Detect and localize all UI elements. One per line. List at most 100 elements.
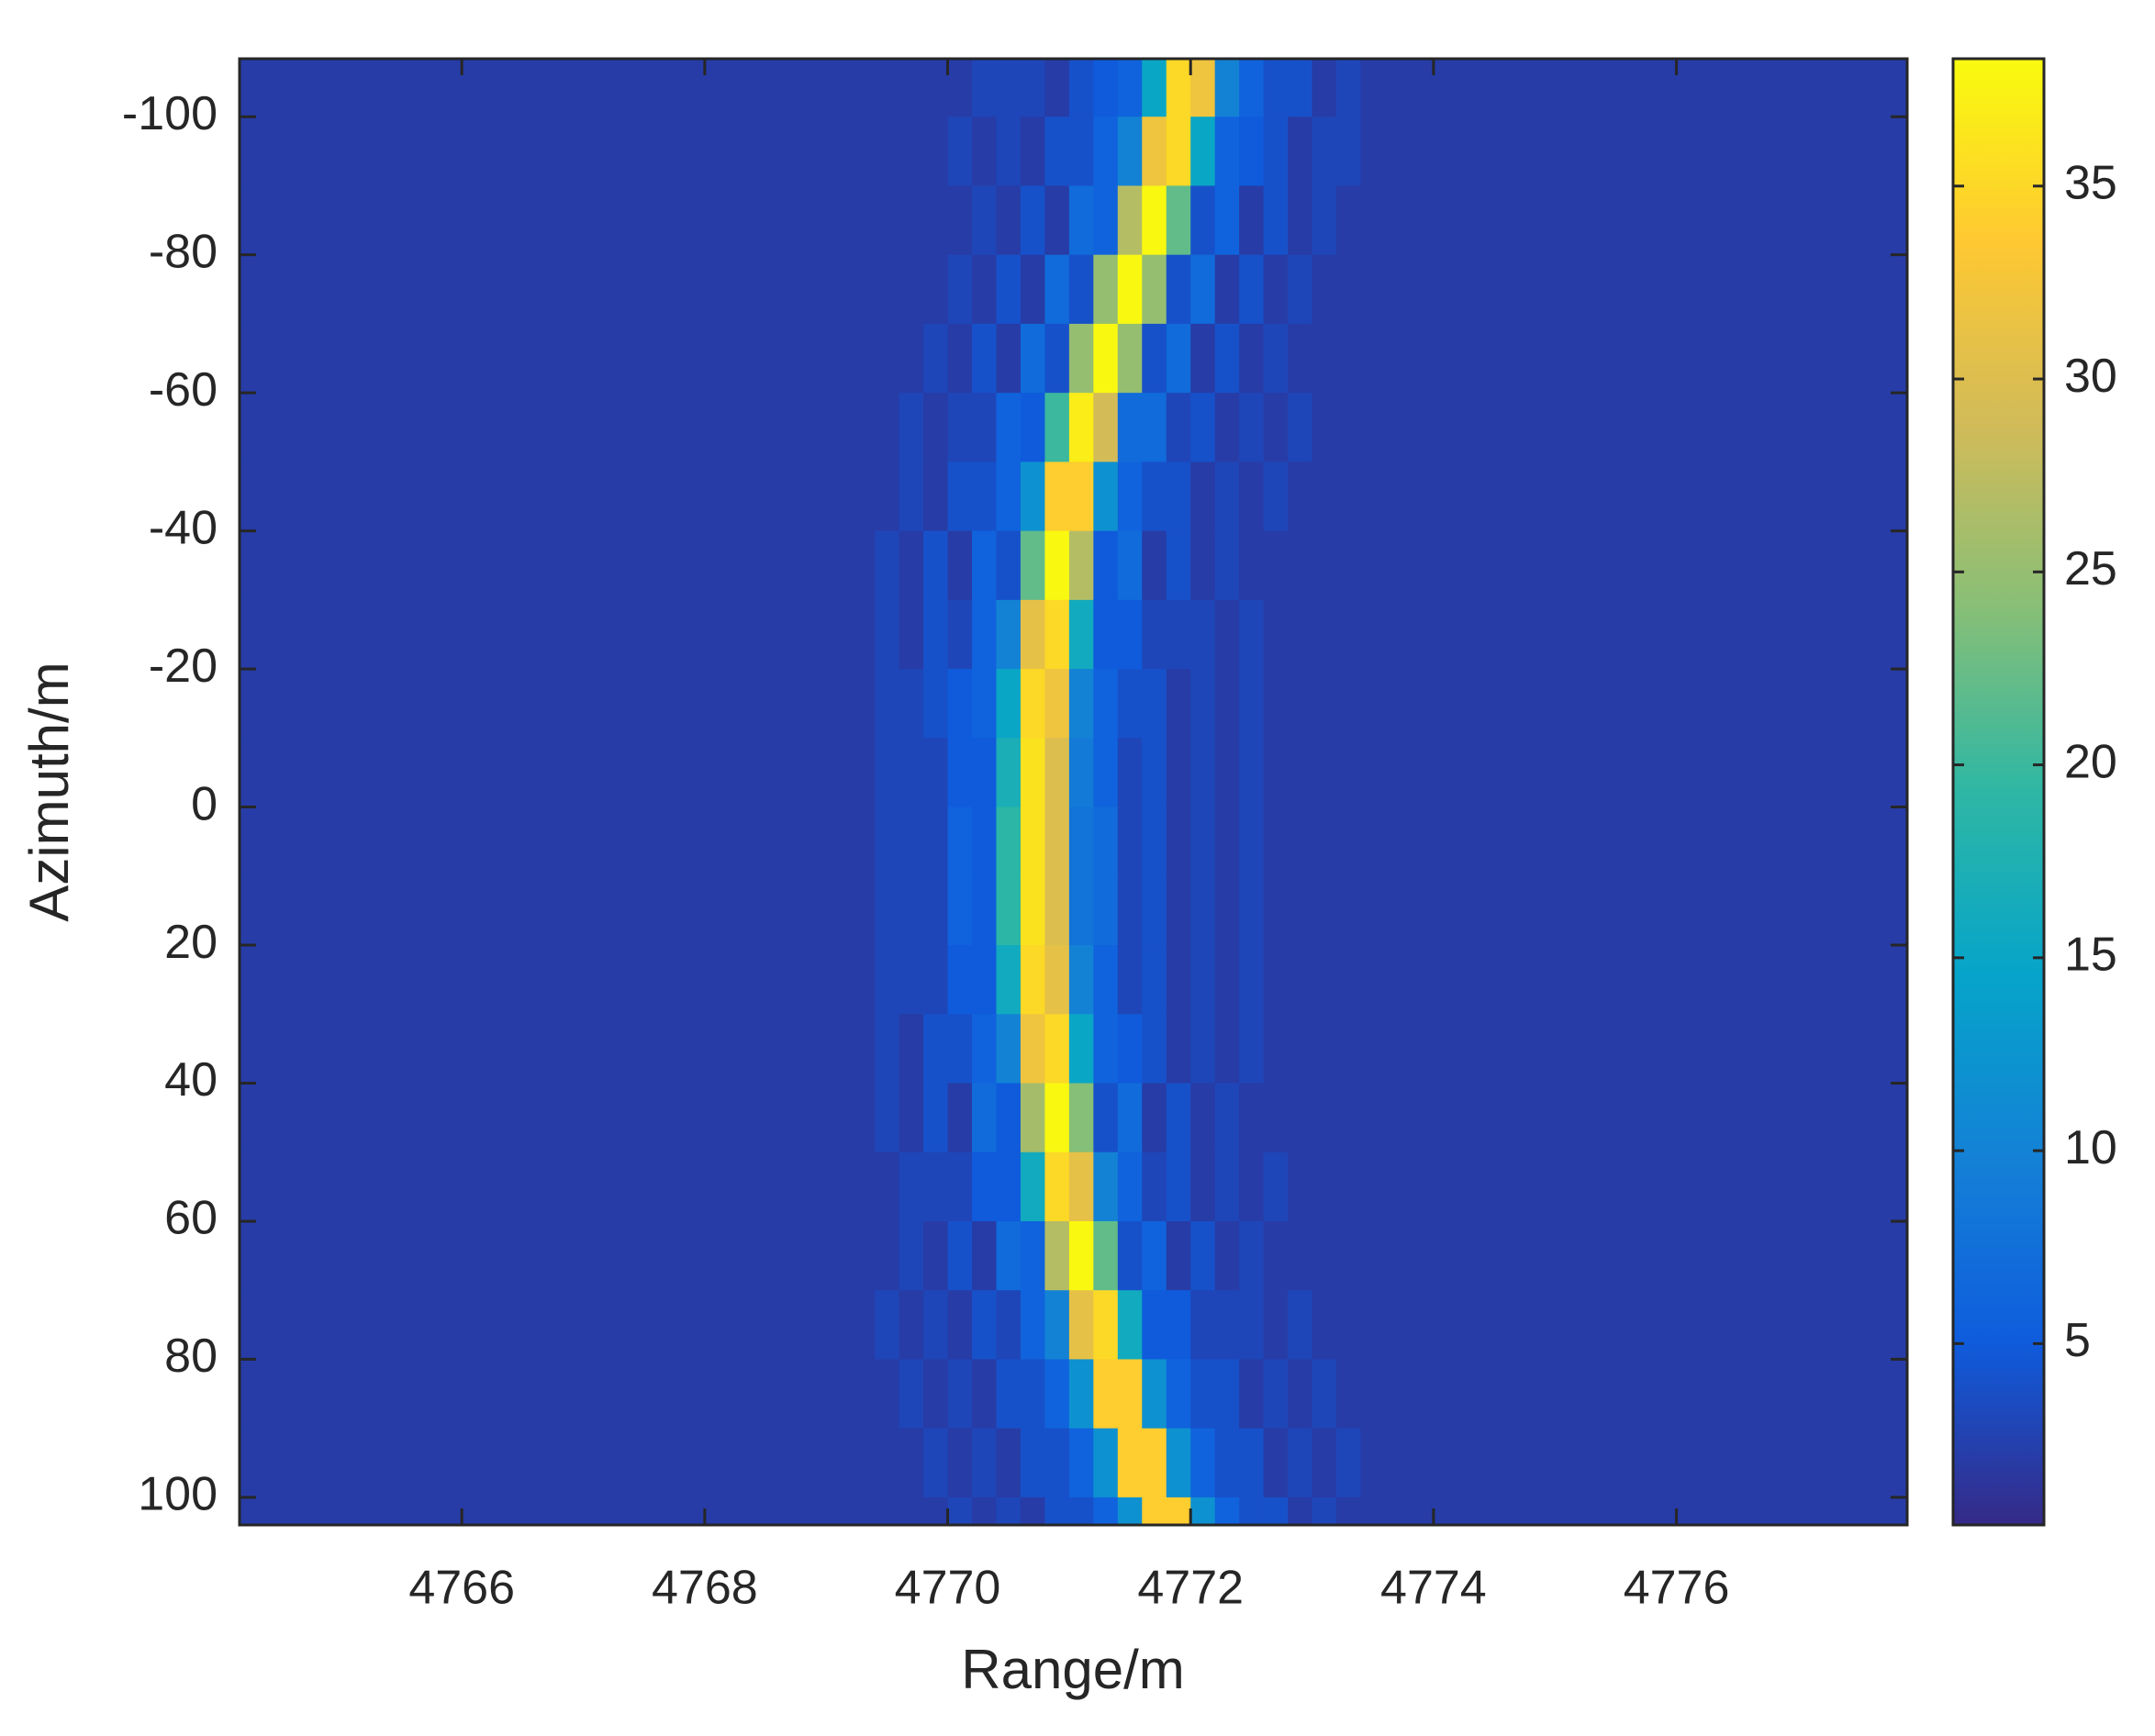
heatmap-cell bbox=[1190, 59, 1216, 117]
heatmap-cell bbox=[1312, 1220, 1337, 1291]
heatmap-cell bbox=[1239, 59, 1265, 117]
colorbar-tick-label: 20 bbox=[2064, 735, 2117, 788]
heatmap-cell bbox=[1093, 1083, 1119, 1153]
heatmap-cell bbox=[1263, 669, 1289, 739]
heatmap-cell bbox=[996, 1220, 1022, 1291]
heatmap-cell bbox=[1117, 59, 1143, 117]
colorbar bbox=[1951, 57, 2046, 1527]
heatmap-cell bbox=[1214, 875, 1240, 946]
heatmap-cell bbox=[240, 254, 876, 325]
heatmap-cell bbox=[947, 323, 973, 394]
heatmap-cell bbox=[947, 462, 973, 532]
heatmap-cell bbox=[971, 1428, 998, 1498]
heatmap-cell bbox=[1068, 1497, 1094, 1525]
heatmap-cell bbox=[1093, 807, 1119, 877]
heatmap-cell bbox=[899, 393, 924, 462]
heatmap-cell bbox=[1239, 1152, 1265, 1222]
heatmap-cell bbox=[1263, 945, 1289, 1015]
heatmap-cell bbox=[1239, 875, 1265, 946]
heatmap-cell bbox=[1166, 807, 1191, 877]
heatmap-cell bbox=[1312, 945, 1337, 1015]
heatmap-cell bbox=[1142, 1083, 1167, 1153]
heatmap-cell bbox=[1093, 669, 1119, 739]
heatmap-cell bbox=[875, 1359, 900, 1430]
heatmap-cell bbox=[1360, 1497, 1907, 1525]
heatmap-cell bbox=[1336, 1428, 1362, 1498]
heatmap-cell bbox=[1093, 1290, 1119, 1361]
heatmap-cell bbox=[1142, 1152, 1167, 1222]
heatmap-cell bbox=[1190, 393, 1216, 462]
heatmap-cell bbox=[1288, 254, 1313, 325]
heatmap-cell bbox=[1239, 1290, 1265, 1361]
heatmap-cell bbox=[1020, 393, 1046, 462]
heatmap-cell bbox=[1239, 669, 1265, 739]
heatmap-cell bbox=[1312, 807, 1337, 877]
heatmap-cell bbox=[1239, 323, 1265, 394]
heatmap-cell bbox=[1336, 738, 1362, 808]
heatmap-cell bbox=[899, 1083, 924, 1153]
heatmap-cell bbox=[1190, 738, 1216, 808]
heatmap-cell bbox=[1239, 462, 1265, 532]
heatmap-cell bbox=[899, 1497, 924, 1525]
heatmap-cell bbox=[971, 185, 998, 256]
y-axis-label: Azimuth/m bbox=[18, 662, 80, 921]
heatmap-cell bbox=[1288, 669, 1313, 739]
heatmap-cell bbox=[1312, 599, 1337, 670]
heatmap-cell bbox=[947, 945, 973, 1015]
heatmap-cell bbox=[875, 117, 900, 187]
heatmap-cell bbox=[1239, 599, 1265, 670]
heatmap-cell bbox=[1093, 59, 1119, 117]
heatmap-cell bbox=[1093, 530, 1119, 601]
heatmap-cell bbox=[1117, 669, 1143, 739]
heatmap-cell bbox=[240, 1083, 876, 1153]
heatmap-cell bbox=[1288, 875, 1313, 946]
heatmap-cell bbox=[1312, 1359, 1337, 1430]
heatmap-cell bbox=[1142, 530, 1167, 601]
heatmap-cell bbox=[240, 875, 876, 946]
heatmap-cell bbox=[947, 738, 973, 808]
heatmap-cell bbox=[1142, 59, 1167, 117]
heatmap-cell bbox=[1263, 117, 1289, 187]
heatmap-cell bbox=[1312, 462, 1337, 532]
heatmap-cell bbox=[1068, 1428, 1094, 1498]
heatmap-cell bbox=[1190, 669, 1216, 739]
heatmap-cell bbox=[1288, 462, 1313, 532]
heatmap-cell bbox=[971, 117, 998, 187]
heatmap-cell bbox=[923, 117, 949, 187]
heatmap-cell bbox=[1142, 185, 1167, 256]
heatmap-cell bbox=[1312, 669, 1337, 739]
heatmap-cell bbox=[1044, 599, 1070, 670]
heatmap-cell bbox=[1068, 1290, 1094, 1361]
heatmap-cell bbox=[996, 669, 1022, 739]
heatmap-cell bbox=[1288, 1428, 1313, 1498]
heatmap-cell bbox=[1020, 530, 1046, 601]
heatmap-cell bbox=[1214, 1428, 1240, 1498]
heatmap-cell bbox=[1288, 185, 1313, 256]
heatmap-cell bbox=[923, 1152, 949, 1222]
heatmap-cell bbox=[1360, 1014, 1907, 1085]
heatmap-cell bbox=[1263, 1083, 1289, 1153]
heatmap-cell bbox=[1068, 462, 1094, 532]
heatmap-cell bbox=[1214, 1083, 1240, 1153]
heatmap-cell bbox=[1068, 1152, 1094, 1222]
heatmap-cell bbox=[1214, 1220, 1240, 1291]
heatmap-cell bbox=[1263, 1220, 1289, 1291]
heatmap-cell bbox=[1239, 807, 1265, 877]
heatmap-cell bbox=[899, 875, 924, 946]
heatmap-cell bbox=[947, 599, 973, 670]
heatmap-cell bbox=[1288, 323, 1313, 394]
heatmap-cell bbox=[1312, 117, 1337, 187]
heatmap-cell bbox=[1044, 1428, 1070, 1498]
heatmap-cell bbox=[1288, 1497, 1313, 1525]
heatmap-cell bbox=[899, 669, 924, 739]
heatmap bbox=[240, 59, 1907, 1525]
heatmap-cell bbox=[1360, 807, 1907, 877]
heatmap-cell bbox=[1044, 185, 1070, 256]
y-tick-label: 60 bbox=[164, 1192, 218, 1245]
heatmap-cell bbox=[996, 254, 1022, 325]
heatmap-cell bbox=[1093, 875, 1119, 946]
heatmap-cell bbox=[1336, 530, 1362, 601]
heatmap-cell bbox=[1360, 185, 1907, 256]
heatmap-cell bbox=[1020, 254, 1046, 325]
heatmap-cell bbox=[947, 1290, 973, 1361]
